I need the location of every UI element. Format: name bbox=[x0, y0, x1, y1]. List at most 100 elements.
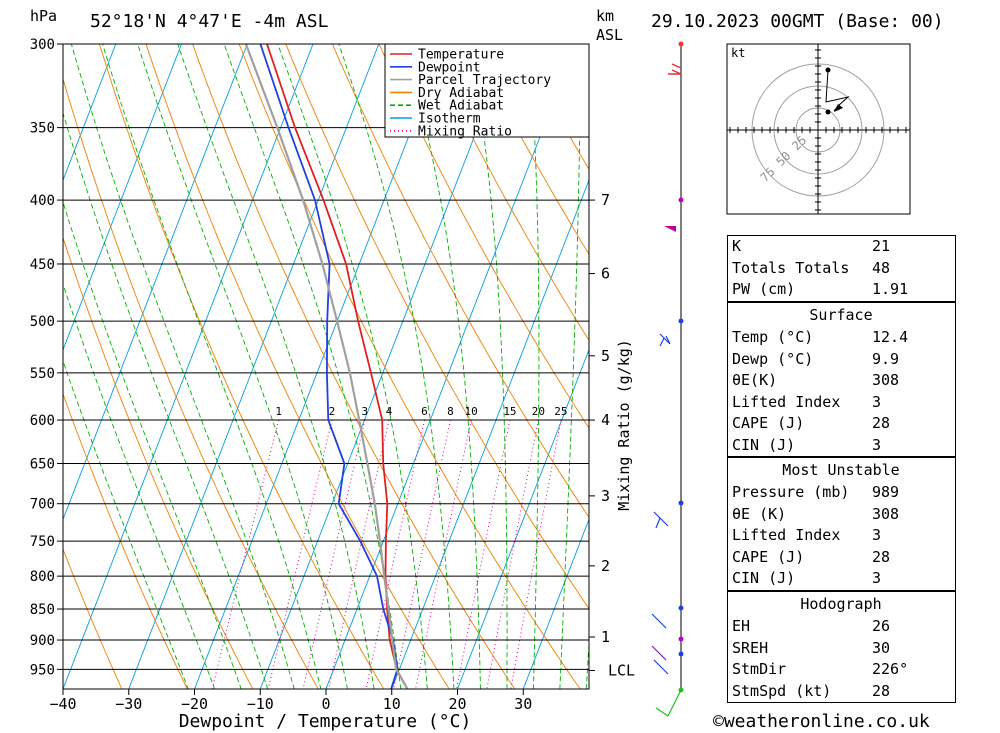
dry-adiabat-line bbox=[145, 44, 450, 689]
surface-value: 308 bbox=[872, 371, 900, 390]
most-unstable-value: 989 bbox=[872, 483, 900, 501]
profile-series bbox=[244, 44, 409, 689]
temperature-tick-label: 20 bbox=[448, 695, 466, 713]
isotherm-line bbox=[194, 44, 445, 689]
km-tick-label: 7 bbox=[601, 191, 610, 209]
dry-adiabat-line bbox=[285, 44, 589, 610]
dry-adiabat-line bbox=[63, 236, 254, 689]
surface-row: Dewp (°C) 9.9 bbox=[727, 349, 955, 371]
wet-adiabat-line bbox=[63, 359, 189, 689]
surface-label: CAPE (J) bbox=[732, 414, 805, 433]
wet-adiabat-line bbox=[277, 44, 428, 689]
hodograph-stats-row: StmSpd (kt) 28 bbox=[727, 681, 955, 703]
index-value: 48 bbox=[872, 258, 891, 277]
mixing-ratio-label: 15 bbox=[503, 405, 516, 418]
most-unstable-label: θE (K) bbox=[732, 504, 787, 523]
isotherm-line bbox=[391, 178, 589, 689]
legend-label: Isotherm bbox=[418, 112, 481, 127]
surface-value: 12.4 bbox=[872, 328, 909, 346]
most-unstable-row: θE (K) 308 bbox=[727, 504, 955, 526]
most-unstable-title: Most Unstable bbox=[782, 461, 900, 479]
pressure-tick-label: 900 bbox=[30, 633, 55, 649]
surface-label: Lifted Index bbox=[732, 392, 841, 411]
index-value: 1.91 bbox=[872, 280, 909, 299]
asl-unit: ASL bbox=[596, 26, 623, 44]
mixing-ratio-label: 6 bbox=[421, 405, 428, 418]
most-unstable-label: Lifted Index bbox=[732, 526, 841, 545]
pressure-unit: hPa bbox=[30, 7, 57, 25]
mixing-ratio-axis-label: Mixing Ratio (g/kg) bbox=[615, 339, 633, 511]
wet-adiabat-line bbox=[338, 44, 455, 689]
surface-title: Surface bbox=[809, 306, 873, 324]
mixing-ratio-line bbox=[486, 420, 539, 689]
mixing-ratio-line bbox=[328, 419, 390, 689]
surface-row: CAPE (J) 28 bbox=[727, 413, 955, 435]
hodograph-stats-label: EH bbox=[732, 617, 751, 635]
index-label: K bbox=[732, 237, 742, 255]
wet-adiabat-lines bbox=[63, 44, 589, 689]
index-row: Totals Totals 48 bbox=[727, 258, 955, 280]
km-unit: km bbox=[596, 7, 614, 25]
hodograph-stats-row: EH 26 bbox=[727, 616, 955, 638]
legend-label: Parcel Trajectory bbox=[418, 73, 551, 88]
surface-value: 9.9 bbox=[872, 349, 900, 368]
indices-box bbox=[727, 235, 956, 302]
hodograph-unit: kt bbox=[731, 46, 745, 60]
mixing-ratio-labels: 1 2 3 4 6 8 10 15 20 25 bbox=[275, 405, 567, 418]
pressure-tick-label: 850 bbox=[30, 602, 55, 618]
pressure-tick-label: 700 bbox=[30, 497, 55, 513]
mixing-ratio-label: 10 bbox=[465, 405, 478, 418]
km-tick-label: 5 bbox=[601, 347, 610, 365]
surface-value: 3 bbox=[872, 392, 882, 411]
most-unstable-row: Lifted Index 3 bbox=[727, 525, 955, 547]
pressure-tick-label: 350 bbox=[30, 121, 55, 137]
hodograph-stats-value: 30 bbox=[872, 638, 891, 657]
isotherm-line bbox=[63, 44, 248, 521]
km-tick-label: 2 bbox=[601, 557, 610, 575]
datetime-label: 29.10.2023 00GMT (Base: 00) bbox=[651, 11, 944, 32]
pressure-tick-label: 500 bbox=[30, 314, 55, 330]
temperature-tick-label: −30 bbox=[115, 695, 142, 713]
pressure-tick-label: 400 bbox=[30, 193, 55, 209]
dry-adiabat-line bbox=[98, 44, 385, 689]
dry-adiabat-line bbox=[331, 44, 589, 519]
most-unstable-value: 3 bbox=[872, 569, 882, 588]
isotherm-line bbox=[259, 44, 511, 689]
surface-label: θE(K) bbox=[732, 371, 778, 390]
surface-row: θE(K) 308 bbox=[727, 370, 955, 392]
wet-adiabat-line bbox=[63, 200, 242, 689]
dry-adiabat-line bbox=[238, 44, 581, 689]
most-unstable-label: CIN (J) bbox=[732, 569, 796, 588]
surface-row: Lifted Index 3 bbox=[727, 392, 955, 414]
dry-adiabat-line bbox=[192, 44, 516, 689]
km-tick-label: 1 bbox=[601, 628, 610, 646]
wet-adiabat-line bbox=[469, 44, 508, 689]
location-title: 52°18'N 4°47'E -4m ASL bbox=[90, 11, 329, 32]
most-unstable-row: Pressure (mb) 989 bbox=[727, 482, 955, 504]
temperature-tick-label: −40 bbox=[49, 695, 76, 713]
most-unstable-row: CAPE (J) 28 bbox=[727, 547, 955, 569]
temperature-tick-label: 10 bbox=[383, 695, 401, 713]
temperature-tick-label: −20 bbox=[181, 695, 208, 713]
surface-label: Temp (°C) bbox=[732, 328, 814, 346]
surface-box bbox=[727, 302, 956, 457]
pressure-tick-label: 650 bbox=[30, 456, 55, 472]
hodograph-stats-label: StmSpd (kt) bbox=[732, 681, 832, 700]
copyright: ©weatheronline.co.uk bbox=[713, 711, 930, 732]
surface-value: 3 bbox=[872, 436, 882, 454]
index-row: PW (cm) 1.91 bbox=[727, 279, 955, 301]
temperature-tick-label: −10 bbox=[247, 695, 274, 713]
temperature-tick-label: 30 bbox=[514, 695, 532, 713]
isotherm-line bbox=[63, 44, 182, 351]
mixing-ratio-line bbox=[415, 419, 472, 689]
isotherm-line bbox=[63, 44, 117, 182]
index-label: Totals Totals bbox=[732, 258, 850, 277]
mixing-ratio-label: 20 bbox=[532, 405, 545, 418]
plot-frame bbox=[62, 43, 590, 690]
hodograph-stats-value: 28 bbox=[872, 681, 891, 700]
pressure-tick-label: 550 bbox=[30, 366, 55, 382]
mixing-ratio-label: 4 bbox=[386, 405, 393, 418]
isotherm-line bbox=[457, 348, 589, 689]
